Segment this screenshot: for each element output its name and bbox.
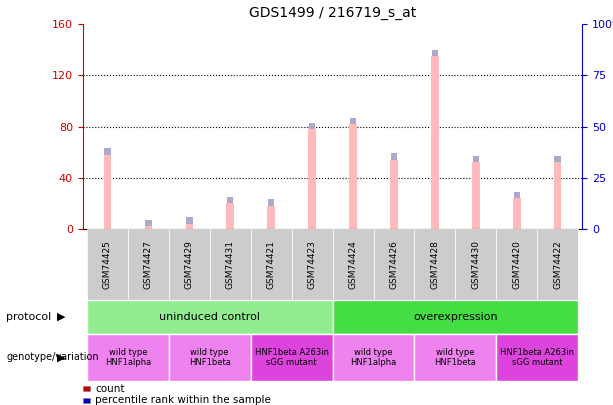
Bar bbox=[555, 156, 561, 162]
Bar bbox=[390, 160, 398, 229]
Bar bbox=[309, 123, 316, 129]
Text: uninduced control: uninduced control bbox=[159, 312, 260, 322]
Text: genotype/variation: genotype/variation bbox=[6, 352, 99, 362]
Bar bbox=[349, 124, 357, 229]
Text: GSM74425: GSM74425 bbox=[103, 240, 112, 289]
Text: GSM74430: GSM74430 bbox=[471, 240, 481, 289]
Bar bbox=[227, 197, 234, 203]
Bar bbox=[308, 129, 316, 229]
Text: HNF1beta A263in
sGG mutant: HNF1beta A263in sGG mutant bbox=[254, 348, 329, 367]
Text: GSM74428: GSM74428 bbox=[430, 240, 440, 289]
Text: wild type
HNF1beta: wild type HNF1beta bbox=[189, 348, 230, 367]
Text: GSM74421: GSM74421 bbox=[267, 240, 276, 289]
Bar bbox=[104, 155, 111, 229]
Bar bbox=[554, 162, 562, 229]
Text: count: count bbox=[95, 384, 124, 394]
Text: ▶: ▶ bbox=[57, 352, 66, 362]
Text: overexpression: overexpression bbox=[413, 312, 498, 322]
Bar bbox=[472, 162, 479, 229]
Bar bbox=[473, 156, 479, 162]
Bar bbox=[186, 217, 192, 224]
Title: GDS1499 / 216719_s_at: GDS1499 / 216719_s_at bbox=[249, 6, 416, 21]
Text: GSM74426: GSM74426 bbox=[389, 240, 398, 289]
Bar bbox=[349, 117, 356, 124]
Text: wild type
HNF1beta: wild type HNF1beta bbox=[435, 348, 476, 367]
Text: wild type
HNF1alpha: wild type HNF1alpha bbox=[351, 348, 397, 367]
Text: wild type
HNF1alpha: wild type HNF1alpha bbox=[105, 348, 151, 367]
Bar bbox=[268, 199, 275, 206]
Bar bbox=[513, 198, 520, 229]
Bar bbox=[145, 226, 152, 229]
Text: GSM74423: GSM74423 bbox=[308, 240, 316, 289]
Bar bbox=[186, 224, 193, 229]
Text: GSM74420: GSM74420 bbox=[512, 240, 521, 289]
Text: GSM74429: GSM74429 bbox=[185, 240, 194, 289]
Bar bbox=[267, 206, 275, 229]
Text: GSM74422: GSM74422 bbox=[554, 240, 562, 289]
Text: protocol: protocol bbox=[6, 312, 51, 322]
Text: GSM74427: GSM74427 bbox=[144, 240, 153, 289]
Bar bbox=[390, 153, 397, 160]
Bar bbox=[104, 148, 110, 155]
Bar bbox=[145, 220, 151, 226]
Bar bbox=[514, 192, 520, 198]
Bar bbox=[432, 50, 438, 56]
Text: percentile rank within the sample: percentile rank within the sample bbox=[95, 395, 271, 405]
Bar bbox=[431, 56, 439, 229]
Text: ▶: ▶ bbox=[57, 312, 66, 322]
Text: GSM74431: GSM74431 bbox=[226, 240, 235, 289]
Text: GSM74424: GSM74424 bbox=[349, 240, 357, 289]
Bar bbox=[226, 203, 234, 229]
Text: HNF1beta A263in
sGG mutant: HNF1beta A263in sGG mutant bbox=[500, 348, 574, 367]
